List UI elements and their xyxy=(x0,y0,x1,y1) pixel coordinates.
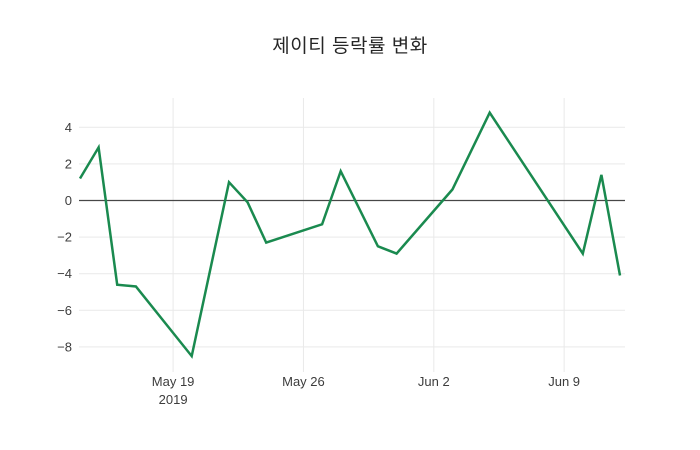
y-tick-label: −2 xyxy=(57,230,72,245)
y-tick-label: 0 xyxy=(65,193,72,208)
x-tick-label: Jun 2 xyxy=(418,374,450,389)
y-tick-label: −8 xyxy=(57,339,72,354)
x-tick-label: May 19 xyxy=(152,374,195,389)
x-tick-year-label: 2019 xyxy=(159,392,188,407)
y-tick-label: −6 xyxy=(57,303,72,318)
x-tick-label: May 26 xyxy=(282,374,325,389)
chart-title: 제이티 등락률 변화 xyxy=(272,36,428,57)
y-tick-label: −4 xyxy=(57,266,72,281)
x-tick-label: Jun 9 xyxy=(548,374,580,389)
y-tick-label: 4 xyxy=(65,120,72,135)
y-tick-label: 2 xyxy=(65,156,72,171)
series-line xyxy=(78,110,622,359)
